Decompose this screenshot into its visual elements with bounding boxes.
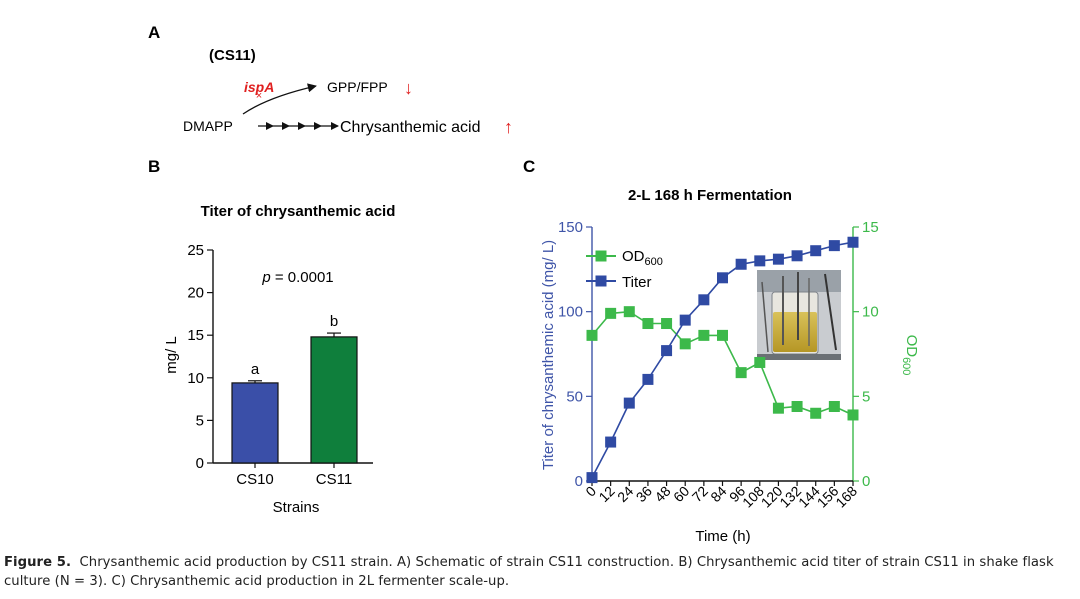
gene-label: ispA bbox=[244, 79, 274, 95]
data-point-od600 bbox=[791, 400, 803, 412]
chart-b-title: Titer of chrysanthemic acid bbox=[201, 203, 396, 220]
legend-titer-label: Titer bbox=[622, 274, 651, 291]
chart-c-legend: OD600 Titer bbox=[586, 248, 663, 291]
left-y-tick-label: 0 bbox=[575, 473, 583, 490]
caption-label: Figure 5. bbox=[4, 555, 72, 570]
data-point-titer bbox=[791, 250, 803, 262]
y-tick-label: 5 bbox=[196, 412, 204, 429]
left-y-tick-label: 150 bbox=[558, 219, 583, 236]
up-arrow-icon: ↑ bbox=[504, 117, 513, 137]
strain-label: (CS11) bbox=[209, 47, 256, 64]
data-point-titer bbox=[772, 253, 784, 265]
branch-arrow bbox=[242, 83, 317, 115]
chart-c-y2label: OD600 bbox=[900, 335, 920, 376]
data-point-titer bbox=[847, 236, 859, 248]
data-point-od600 bbox=[623, 306, 635, 318]
data-point-od600 bbox=[810, 407, 822, 419]
significance-letter: b bbox=[330, 313, 338, 330]
branch-product-label: GPP/FPP bbox=[327, 79, 388, 95]
data-point-titer bbox=[661, 345, 673, 357]
p-value-symbol: p bbox=[261, 269, 270, 286]
data-point-titer bbox=[679, 314, 691, 326]
main-product-label: Chrysanthemic acid bbox=[340, 119, 481, 136]
data-point-od600 bbox=[735, 367, 747, 379]
pathway-multistep-arrow bbox=[258, 122, 339, 130]
y2label-sub: 600 bbox=[900, 357, 912, 375]
right-y-tick-label: 0 bbox=[862, 473, 870, 490]
data-point-titer bbox=[623, 397, 635, 409]
figure-caption: Figure 5. Chrysanthemic acid production … bbox=[4, 553, 1076, 591]
panel-c: C 2-L 168 h Fermentation 0 50 100 150 0 5 10 15… bbox=[523, 157, 920, 545]
y2label-base: OD bbox=[903, 335, 920, 358]
chart-c-ylabel: Titer of chrysanthemic acid (mg/ L) bbox=[540, 240, 557, 470]
chart-c-title: 2-L 168 h Fermentation bbox=[628, 187, 792, 204]
legend-od-sub: 600 bbox=[645, 256, 663, 268]
data-point-od600 bbox=[586, 329, 598, 341]
y-tick-label: 0 bbox=[196, 455, 204, 472]
y-tick-label: 25 bbox=[187, 242, 204, 259]
down-arrow-icon: ↓ bbox=[404, 78, 413, 98]
y-tick-label: 20 bbox=[187, 285, 204, 302]
bar-chart: 0 5 10 15 20 25 a CS10 b CS11 bbox=[187, 242, 373, 488]
legend-od-marker bbox=[595, 250, 607, 262]
panel-b-letter: B bbox=[148, 157, 160, 176]
data-point-od600 bbox=[754, 356, 766, 368]
data-point-titer bbox=[586, 472, 598, 484]
right-y-tick-label: 15 bbox=[862, 219, 879, 236]
data-point-titer bbox=[698, 294, 710, 306]
data-point-od600 bbox=[605, 307, 617, 319]
data-point-od600 bbox=[698, 329, 710, 341]
data-point-od600 bbox=[847, 409, 859, 421]
data-point-od600 bbox=[772, 402, 784, 414]
x-tick-label: 168 bbox=[832, 483, 860, 511]
data-point-titer bbox=[605, 436, 617, 448]
p-value-text: = 0.0001 bbox=[271, 269, 334, 286]
data-point-od600 bbox=[661, 318, 673, 330]
data-point-titer bbox=[828, 240, 840, 252]
data-point-od600 bbox=[642, 318, 654, 330]
bar-cs10 bbox=[231, 382, 279, 464]
data-point-titer bbox=[754, 255, 766, 267]
legend-od-label: OD600 bbox=[622, 248, 663, 268]
legend-titer-marker bbox=[595, 275, 607, 287]
p-value-annotation: p = 0.0001 bbox=[261, 269, 333, 286]
panel-c-letter: C bbox=[523, 157, 535, 176]
panel-a: A (CS11) ispA × GPP/FPP ↓ DMAPP Chrysant… bbox=[148, 23, 513, 137]
substrate-label: DMAPP bbox=[183, 118, 233, 134]
significance-letter: a bbox=[251, 361, 260, 378]
fermentation-chart: 0501001500510150122436486072849610812013… bbox=[558, 219, 879, 511]
data-point-titer bbox=[642, 373, 654, 385]
data-point-titer bbox=[735, 258, 747, 270]
bar-cs11 bbox=[310, 336, 358, 464]
panel-b: B Titer of chrysanthemic acid p = 0.0001… bbox=[148, 157, 395, 516]
knockout-mark: × bbox=[256, 90, 262, 102]
data-point-od600 bbox=[679, 338, 691, 350]
left-y-tick-label: 50 bbox=[566, 388, 583, 405]
chart-b-ylabel: mg/ L bbox=[163, 336, 180, 374]
x-tick-label: CS11 bbox=[316, 471, 352, 488]
chart-b-xlabel: Strains bbox=[273, 499, 320, 516]
panel-a-letter: A bbox=[148, 23, 160, 42]
data-point-od600 bbox=[828, 400, 840, 412]
caption-text: Chrysanthemic acid production by CS11 st… bbox=[4, 555, 1054, 589]
right-y-tick-label: 10 bbox=[862, 304, 879, 321]
chart-c-xlabel: Time (h) bbox=[695, 528, 750, 545]
left-y-tick-label: 100 bbox=[558, 304, 583, 321]
data-point-titer bbox=[717, 272, 728, 284]
legend-od-base: OD bbox=[622, 248, 645, 265]
data-point-od600 bbox=[717, 329, 728, 341]
data-point-titer bbox=[810, 245, 822, 257]
y-tick-label: 15 bbox=[187, 327, 204, 344]
right-y-tick-label: 5 bbox=[862, 388, 870, 405]
x-tick-label: CS10 bbox=[236, 471, 274, 488]
y-tick-label: 10 bbox=[187, 370, 204, 387]
fermenter-photo bbox=[757, 270, 841, 360]
